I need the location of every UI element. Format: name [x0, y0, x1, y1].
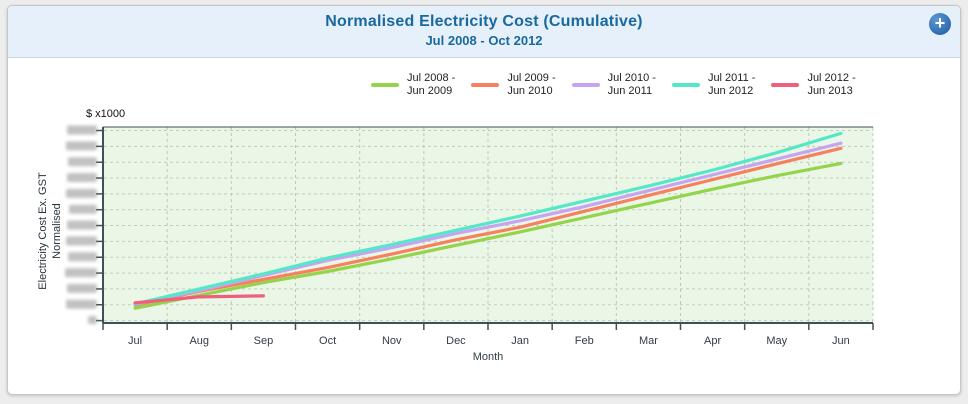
add-icon[interactable]: +: [929, 13, 951, 35]
legend-label: Jul 2010 - Jun 2011: [607, 72, 656, 97]
y-axis-units-label: $ x1000: [86, 108, 126, 120]
legend-label: Jul 2011 - Jun 2012: [707, 72, 756, 97]
legend-item: Jul 2010 - Jun 2011: [571, 72, 656, 98]
widget-header: Normalised Electricity Cost (Cumulative)…: [8, 6, 960, 58]
legend: Jul 2008 - Jun 2009 Jul 2009 - Jun 2010 Jul …: [371, 72, 856, 98]
legend-swatch-line: [571, 83, 600, 87]
legend-item: Jul 2009 - Jun 2010: [471, 72, 556, 98]
legend-item: Jul 2012 - Jun 2013: [771, 72, 856, 98]
chart-widget-card: Normalised Electricity Cost (Cumulative)…: [7, 5, 961, 395]
legend-item: Jul 2011 - Jun 2012: [671, 72, 756, 98]
legend-label: Jul 2008 - Jun 2009: [407, 72, 456, 97]
legend-item: Jul 2008 - Jun 2009: [371, 72, 455, 98]
legend-swatch-line: [371, 83, 399, 87]
legend-swatch-line: [471, 83, 500, 87]
page-title: Normalised Electricity Cost (Cumulative): [325, 13, 643, 30]
y-axis-title: Electricity Cost Ex. GST Normalised: [36, 131, 66, 331]
y-axis-title-line1: Electricity Cost Ex. GST: [37, 172, 49, 290]
legend-label: Jul 2012 - Jun 2013: [807, 72, 856, 97]
legend-swatch-line: [771, 83, 800, 87]
legend-swatch-line: [671, 83, 700, 87]
page-subtitle: Jul 2008 - Oct 2012: [425, 33, 543, 48]
y-axis-title-line2: Normalised: [51, 203, 63, 259]
legend-label: Jul 2009 - Jun 2010: [507, 72, 556, 97]
